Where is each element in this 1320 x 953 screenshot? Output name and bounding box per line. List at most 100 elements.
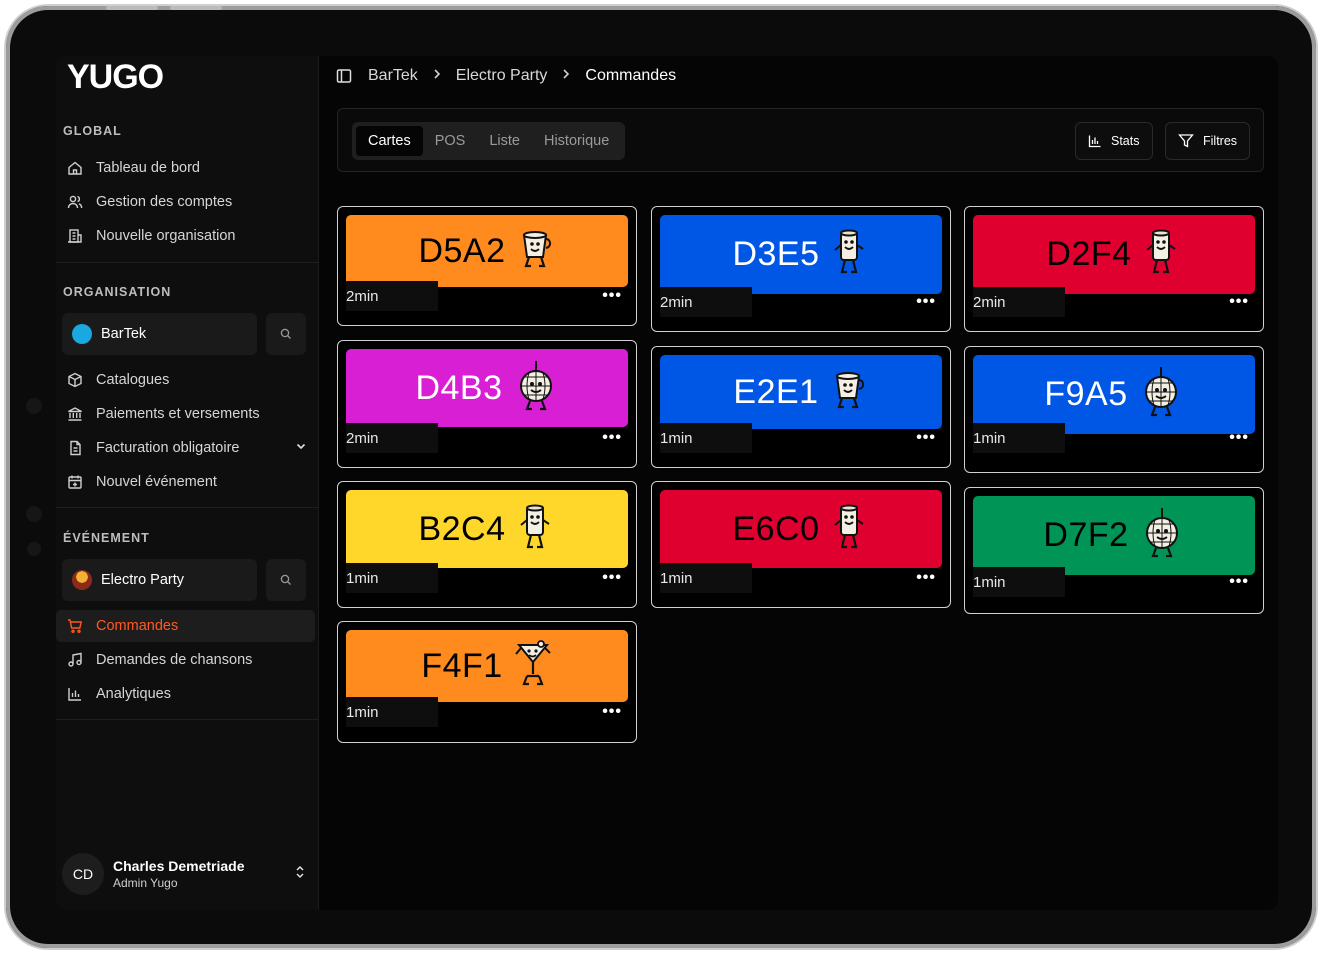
more-options-icon[interactable]: ••• (916, 569, 936, 586)
divider (56, 507, 319, 508)
cart-icon (66, 617, 84, 635)
nav-label: Catalogues (96, 372, 170, 388)
order-card-header: E2E1 (660, 355, 942, 429)
order-elapsed-time: 1min (973, 567, 1065, 597)
organisation-search-button[interactable] (266, 313, 306, 355)
nav-facturation[interactable]: Facturation obligatoire (56, 432, 315, 464)
user-name: Charles Demetriade (113, 858, 245, 874)
breadcrumb-item[interactable]: BarTek (368, 67, 418, 84)
order-card-header: F9A5 (973, 355, 1255, 434)
organisation-name: BarTek (101, 326, 147, 342)
sensor (27, 542, 41, 556)
nav-demandes-chansons[interactable]: Demandes de chansons (56, 644, 315, 676)
more-options-icon[interactable]: ••• (1229, 429, 1249, 446)
music-icon (66, 651, 84, 669)
order-elapsed-time: 1min (973, 423, 1065, 453)
order-card[interactable]: E2E1 1min ••• (651, 346, 951, 468)
order-elapsed-time: 1min (660, 423, 752, 453)
volume-button (170, 6, 222, 10)
home-icon (66, 159, 84, 177)
order-elapsed-time: 1min (346, 563, 438, 593)
order-code: D5A2 (418, 231, 506, 270)
tab-cartes[interactable]: Cartes (356, 126, 423, 156)
order-code: E6C0 (732, 509, 820, 548)
sidebar-toggle-icon[interactable] (336, 68, 352, 84)
sidebar: YUGO GLOBAL Tableau de bord Gestion des … (56, 56, 319, 910)
breadcrumb-item[interactable]: Electro Party (455, 67, 548, 84)
cup-mascot-icon (516, 227, 556, 276)
nav-catalogues[interactable]: Catalogues (56, 364, 315, 396)
user-menu[interactable]: CD Charles Demetriade Admin Yugo (62, 852, 312, 896)
search-icon (280, 328, 291, 339)
divider (56, 719, 319, 720)
more-options-icon[interactable]: ••• (602, 287, 622, 304)
order-code: D2F4 (1046, 235, 1132, 273)
order-card[interactable]: F9A5 1min ••• (964, 346, 1264, 473)
volume-button (106, 6, 158, 10)
nav-gestion-comptes[interactable]: Gestion des comptes (56, 186, 315, 218)
chevrons-up-down-icon[interactable] (294, 864, 306, 885)
view-tabs: Cartes POS Liste Historique (352, 122, 626, 160)
order-code: B2C4 (418, 509, 506, 548)
event-avatar (72, 570, 92, 590)
organisation-avatar (72, 324, 92, 344)
order-card-header: D2F4 (973, 215, 1255, 294)
order-elapsed-time: 1min (660, 563, 752, 593)
organisation-selector[interactable]: BarTek (62, 313, 257, 355)
nav-analytiques[interactable]: Analytiques (56, 678, 315, 710)
order-card[interactable]: E6C0 1min ••• (651, 481, 951, 608)
more-options-icon[interactable]: ••• (1229, 293, 1249, 310)
event-selector[interactable]: Electro Party (62, 559, 257, 601)
nav-nouvel-evenement[interactable]: Nouvel événement (56, 466, 315, 498)
cup-mascot-icon (829, 368, 869, 417)
order-card-header: F4F1 (346, 630, 628, 702)
stats-button[interactable]: Stats (1075, 122, 1153, 160)
order-code: F9A5 (1044, 375, 1128, 413)
tab-historique[interactable]: Historique (543, 133, 610, 149)
nav-label: Facturation obligatoire (96, 440, 240, 456)
order-elapsed-time: 2min (346, 423, 438, 453)
order-card-header: D3E5 (660, 215, 942, 294)
more-options-icon[interactable]: ••• (916, 429, 936, 446)
discoball-mascot-icon (1139, 507, 1185, 564)
nav-nouvelle-organisation[interactable]: Nouvelle organisation (56, 220, 315, 252)
order-code: D4B3 (415, 368, 503, 407)
section-title-global: GLOBAL (63, 124, 122, 138)
nav-paiements[interactable]: Paiements et versements (56, 398, 315, 430)
chevron-down-icon[interactable] (295, 440, 307, 456)
order-card-header: D7F2 (973, 496, 1255, 575)
discoball-mascot-icon (513, 360, 559, 417)
cocktail-mascot-icon (513, 639, 553, 693)
tab-pos[interactable]: POS (434, 133, 466, 149)
nav-label: Nouvel événement (96, 474, 217, 490)
more-options-icon[interactable]: ••• (602, 703, 622, 720)
users-icon (66, 193, 84, 211)
order-card[interactable]: D5A2 2min ••• (337, 206, 637, 326)
can-mascot-icon (1142, 227, 1182, 282)
nav-commandes[interactable]: Commandes (56, 610, 315, 642)
more-options-icon[interactable]: ••• (916, 293, 936, 310)
more-options-icon[interactable]: ••• (1229, 573, 1249, 590)
can-mascot-icon (830, 502, 870, 557)
filters-button[interactable]: Filtres (1165, 122, 1251, 160)
order-card[interactable]: D2F4 2min ••• (964, 206, 1264, 332)
order-card[interactable]: F4F1 1min ••• (337, 621, 637, 743)
sensor (26, 398, 42, 414)
event-search-button[interactable] (266, 559, 306, 601)
user-avatar: CD (62, 853, 104, 895)
tab-liste[interactable]: Liste (489, 133, 520, 149)
order-elapsed-time: 1min (346, 697, 438, 727)
order-card[interactable]: D3E5 2min ••• (651, 206, 951, 332)
order-card[interactable]: D7F2 1min ••• (964, 487, 1264, 614)
can-mascot-icon (516, 502, 556, 557)
order-card[interactable]: D4B3 2min ••• (337, 340, 637, 468)
order-code: E2E1 (733, 372, 819, 411)
more-options-icon[interactable]: ••• (602, 569, 622, 586)
nav-label: Tableau de bord (96, 160, 200, 176)
chart-icon (66, 685, 84, 703)
order-card[interactable]: B2C4 1min ••• (337, 481, 637, 608)
more-options-icon[interactable]: ••• (602, 429, 622, 446)
stats-label: Stats (1111, 134, 1140, 148)
nav-label: Gestion des comptes (96, 194, 233, 210)
nav-tableau-de-bord[interactable]: Tableau de bord (56, 152, 315, 184)
